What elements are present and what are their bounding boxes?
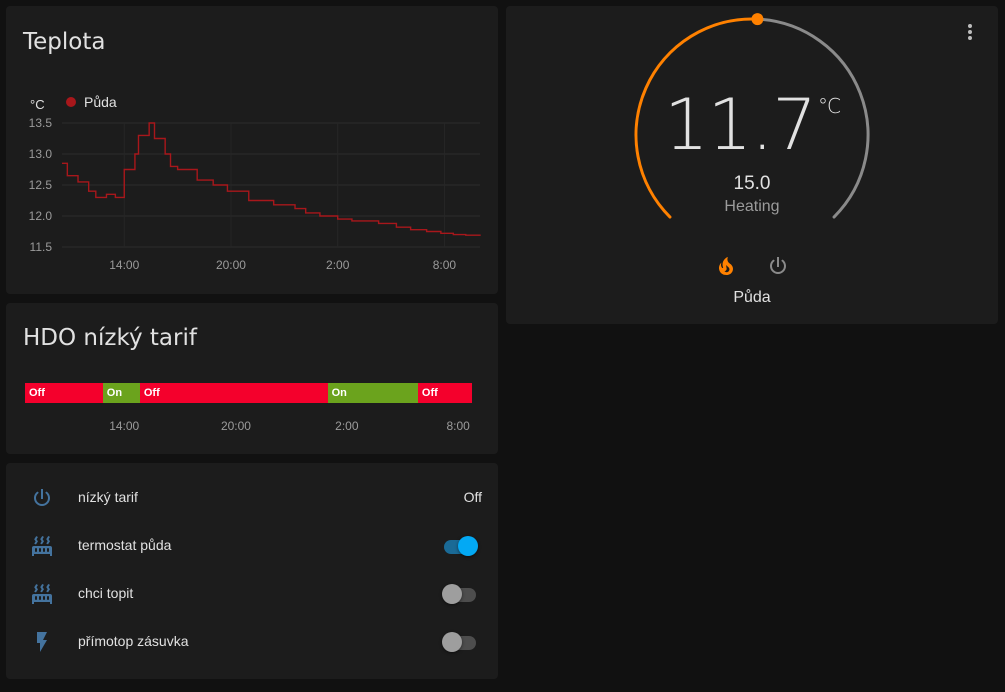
hdo-card: HDO nízký tarif Off On Off On Off 14:00 20:00… [6,303,498,454]
hdo-segment-on[interactable]: On [102,383,140,403]
hdo-segment-on[interactable]: On [327,383,418,403]
chci-topit-toggle[interactable] [442,584,478,604]
chart-unit-label: °C [30,97,45,112]
radiator-icon [32,584,52,604]
temperature-chart[interactable]: °C Půda 13.5 13.0 12.5 12.0 11.5 14:00 20:00 2… [6,6,498,294]
toggle-knob [458,536,478,556]
toggle-knob [442,584,462,604]
teplota-card: Teplota °C Půda 13.5 13.0 12.5 12.0 11.5 14:… [6,6,498,294]
entity-label: chci topit [78,585,134,601]
y-tick-label: 13.5 [29,116,53,130]
temperature-unit: °C [817,94,841,118]
series-line-puda [62,122,481,236]
more-menu-icon[interactable] [958,20,982,44]
thermostat-name: Půda [733,289,771,306]
toggle-knob [442,632,462,652]
target-temperature: 15.0 [733,173,771,194]
power-icon[interactable] [766,254,790,278]
entity-label: přímotop zásuvka [78,633,189,649]
x-tick-label: 2:00 [326,258,350,272]
x-tick-label: 8:00 [433,258,457,272]
hdo-segment-off[interactable]: Off [139,383,328,403]
hdo-tick-label: 20:00 [220,419,251,433]
hdo-segment-off[interactable]: Off [417,383,472,403]
current-temperature-value: 11.7 [664,84,817,166]
current-temperature: 11.7 °C [506,84,998,166]
entity-label: termostat půda [78,537,172,553]
termostat-puda-toggle[interactable] [442,536,478,556]
entity-row-termostat-puda[interactable]: termostat půda [6,522,498,570]
entity-state: Off [463,489,482,505]
hdo-title: HDO nízký tarif [23,325,197,351]
legend-label[interactable]: Půda [84,94,117,110]
dial-heat-arc [634,17,759,219]
x-tick-label: 14:00 [109,258,139,272]
entity-label: nízký tarif [78,489,138,505]
hdo-tick-label: 2:00 [335,419,359,433]
primotop-zasuvka-toggle[interactable] [442,632,478,652]
y-tick-label: 13.0 [29,147,53,161]
hdo-timeline[interactable]: Off On Off On Off [25,383,472,403]
y-tick-label: 11.5 [30,240,53,254]
radiator-icon [32,536,52,556]
hdo-segment-off[interactable]: Off [25,383,103,403]
y-tick-label: 12.0 [29,209,53,223]
thermostat-card: 11.7 °C 15.0 Heating Půda [506,6,998,324]
hdo-tick-label: 14:00 [109,419,140,433]
y-tick-label: 12.5 [29,178,53,192]
entities-card: nízký tarif Off termostat půda chci topi… [6,463,498,679]
thermostat-dial[interactable] [506,6,998,324]
hdo-tick-label: 8:00 [446,419,470,433]
entity-row-nizky-tarif[interactable]: nízký tarif Off [6,474,498,522]
entity-row-chci-topit[interactable]: chci topit [6,570,498,618]
power-icon [34,489,50,506]
target-handle[interactable] [751,13,764,26]
teplota-title: Teplota [23,29,106,55]
flash-icon [37,632,47,652]
hvac-action: Heating [724,198,780,215]
dial-track [755,17,870,219]
fire-icon[interactable] [714,254,738,278]
entity-row-primotop-zasuvka[interactable]: přímotop zásuvka [6,618,498,666]
x-tick-label: 20:00 [216,258,246,272]
legend-marker [66,97,76,107]
